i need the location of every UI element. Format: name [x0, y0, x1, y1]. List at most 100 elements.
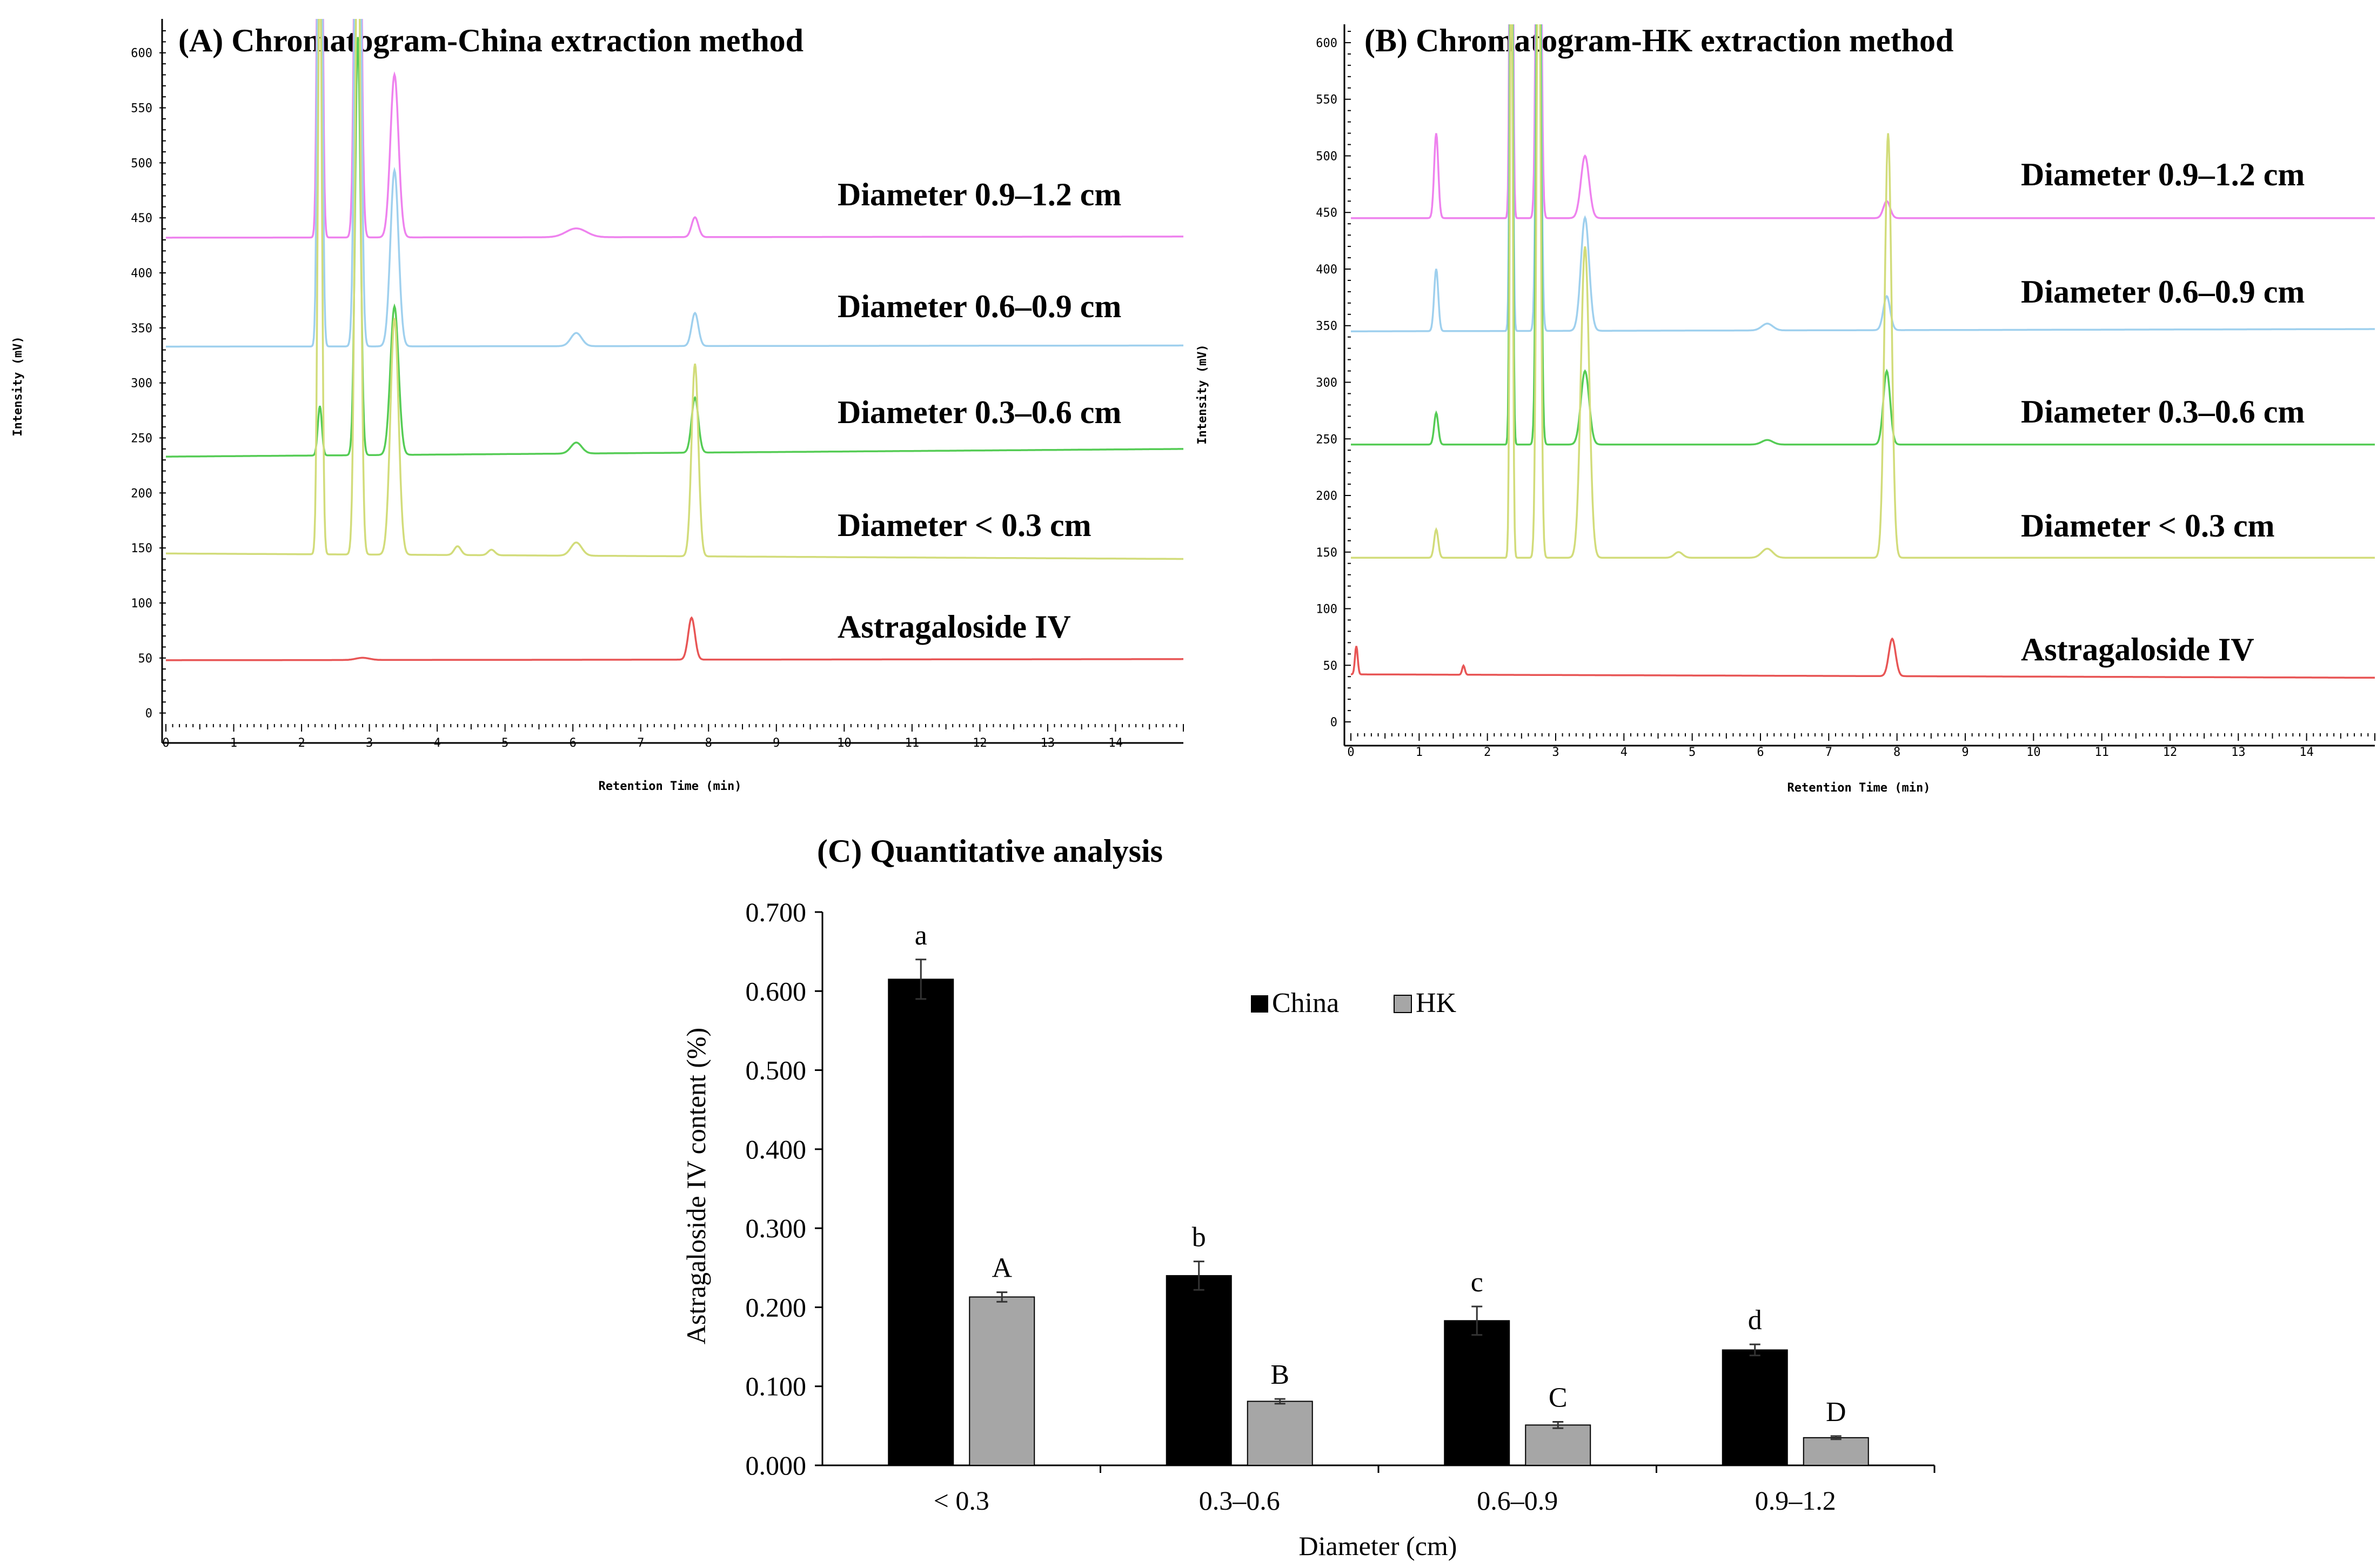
c-y-tick-label: 0.500 [746, 1055, 807, 1085]
category-label: 0.6–0.9 [1477, 1485, 1558, 1516]
b-x-tick-label: 14 [2299, 746, 2314, 759]
significance-letter: c [1471, 1267, 1483, 1298]
category-label: 0.3–0.6 [1199, 1485, 1280, 1516]
b-x-tick-label: 1 [1416, 746, 1423, 759]
b-x-tick-label: 9 [1961, 746, 1968, 759]
a-x-tick-label: 0 [162, 736, 169, 750]
trace-b-4 [1351, 637, 2375, 679]
bar-legend: China HK [1251, 988, 1457, 1018]
b-y-tick-label: 350 [1316, 320, 1337, 333]
panel-c-x-label: Diameter (cm) [1299, 1531, 1457, 1561]
b-y-tick-label: 500 [1316, 150, 1337, 163]
b-x-tick-label: 11 [2094, 746, 2109, 759]
a-x-tick-label: 6 [570, 736, 577, 750]
c-y-tick-label: 0.700 [746, 897, 807, 927]
b-x-tick-label: 2 [1484, 746, 1491, 759]
b-x-tick-label: 3 [1552, 746, 1559, 759]
a-x-tick-label: 1 [230, 736, 237, 750]
b-y-tick-label: 400 [1316, 263, 1337, 277]
bar-china-1 [1166, 1275, 1232, 1466]
a-x-tick-label: 2 [298, 736, 305, 750]
a-x-tick-label: 12 [973, 736, 987, 750]
a-y-tick-label: 300 [131, 377, 152, 391]
a-y-tick-label: 600 [131, 47, 152, 61]
c-y-tick-label: 0.300 [746, 1213, 807, 1243]
chromatogram-china-panel: (A) Chromatogram-China extraction method… [11, 19, 1184, 793]
bar-china-3 [1722, 1349, 1788, 1466]
a-x-tick-label: 3 [366, 736, 373, 750]
significance-letter: A [992, 1253, 1012, 1284]
panel-c-y-label: Astragaloside IV content (%) [681, 1028, 711, 1344]
b-y-tick-label: 600 [1316, 37, 1337, 50]
trace-b-3 [1351, 24, 2375, 559]
bar-china-0 [888, 979, 954, 1466]
trace-a-4 [166, 616, 1183, 661]
b-x-tick-label: 13 [2231, 746, 2246, 759]
legend-hk-swatch [1394, 995, 1412, 1013]
a-x-tick-label: 14 [1108, 736, 1123, 750]
b-x-tick-label: 4 [1621, 746, 1628, 759]
a-y-tick-label: 200 [131, 487, 152, 500]
c-y-tick-label: 0.100 [746, 1371, 807, 1402]
trace-a-3 [166, 19, 1183, 560]
a-x-tick-label: 13 [1041, 736, 1055, 750]
panel-c-title: (C) Quantitative analysis [817, 833, 1163, 869]
significance-letter: C [1549, 1383, 1568, 1413]
b-y-tick-label: 200 [1316, 490, 1337, 503]
trace-a-1 [166, 19, 1183, 348]
legend-china-label: China [1272, 988, 1339, 1018]
significance-letter: D [1826, 1397, 1846, 1428]
a-x-tick-label: 8 [705, 736, 712, 750]
trace-label-b-2: Diameter 0.3–0.6 cm [2021, 394, 2305, 430]
panel-a-x-label: Retention Time (min) [599, 780, 742, 793]
quantitative-analysis-panel: (C) Quantitative analysis 0.000 0.100 0.20… [681, 833, 1936, 1561]
a-y-tick-label: 250 [131, 432, 152, 446]
trace-label-b-3: Diameter < 0.3 cm [2021, 508, 2275, 544]
a-x-tick-label: 11 [905, 736, 920, 750]
a-y-tick-label: 500 [131, 157, 152, 170]
bar-hk-0 [969, 1296, 1035, 1466]
trace-b-1 [1351, 24, 2375, 332]
trace-b-0 [1351, 24, 2375, 219]
bar-hk-2 [1525, 1424, 1591, 1466]
a-y-tick-label: 100 [131, 597, 152, 611]
a-y-tick-label: 0 [145, 707, 152, 721]
bar-china-2 [1444, 1320, 1510, 1466]
b-x-tick-label: 0 [1347, 746, 1354, 759]
trace-label-b-4: Astragaloside IV [2021, 632, 2254, 667]
a-y-tick-label: 50 [138, 652, 153, 666]
panel-b-y-label: Intensity (mV) [1196, 344, 1209, 444]
b-y-tick-label: 550 [1316, 93, 1337, 107]
legend-china-swatch [1251, 995, 1268, 1013]
bar-hk-1 [1247, 1401, 1313, 1466]
c-y-tick-label: 0.400 [746, 1134, 807, 1164]
trace-label-b-0: Diameter 0.9–1.2 cm [2021, 157, 2305, 192]
b-y-tick-label: 150 [1316, 546, 1337, 560]
b-x-tick-label: 8 [1893, 746, 1900, 759]
trace-a-2 [166, 37, 1183, 458]
panel-a-title: (A) Chromatogram-China extraction method [178, 23, 804, 58]
b-y-tick-label: 300 [1316, 377, 1337, 390]
bar-hk-3 [1803, 1437, 1869, 1466]
a-x-tick-label: 5 [501, 736, 508, 750]
significance-letter: d [1748, 1305, 1762, 1336]
trace-a-0 [166, 19, 1183, 239]
a-x-tick-label: 10 [837, 736, 852, 750]
a-y-tick-label: 150 [131, 542, 152, 555]
c-y-tick-label: 0.600 [746, 976, 807, 1006]
a-x-tick-label: 9 [773, 736, 780, 750]
a-y-tick-label: 550 [131, 102, 152, 116]
b-x-tick-label: 5 [1689, 746, 1696, 759]
b-x-tick-label: 7 [1825, 746, 1832, 759]
trace-label-b-1: Diameter 0.6–0.9 cm [2021, 274, 2305, 310]
trace-label-a-0: Diameter 0.9–1.2 cm [838, 177, 1121, 212]
category-label: < 0.3 [934, 1485, 989, 1516]
b-y-tick-label: 50 [1323, 659, 1338, 673]
trace-label-a-2: Diameter 0.3–0.6 cm [838, 394, 1121, 430]
b-x-tick-label: 6 [1757, 746, 1764, 759]
legend-hk-label: HK [1416, 988, 1457, 1018]
panel-b-title: (B) Chromatogram-HK extraction method [1364, 23, 1953, 58]
panel-a-y-label: Intensity (mV) [11, 336, 25, 436]
category-label: 0.9–1.2 [1755, 1485, 1836, 1516]
b-y-tick-label: 0 [1330, 716, 1337, 729]
